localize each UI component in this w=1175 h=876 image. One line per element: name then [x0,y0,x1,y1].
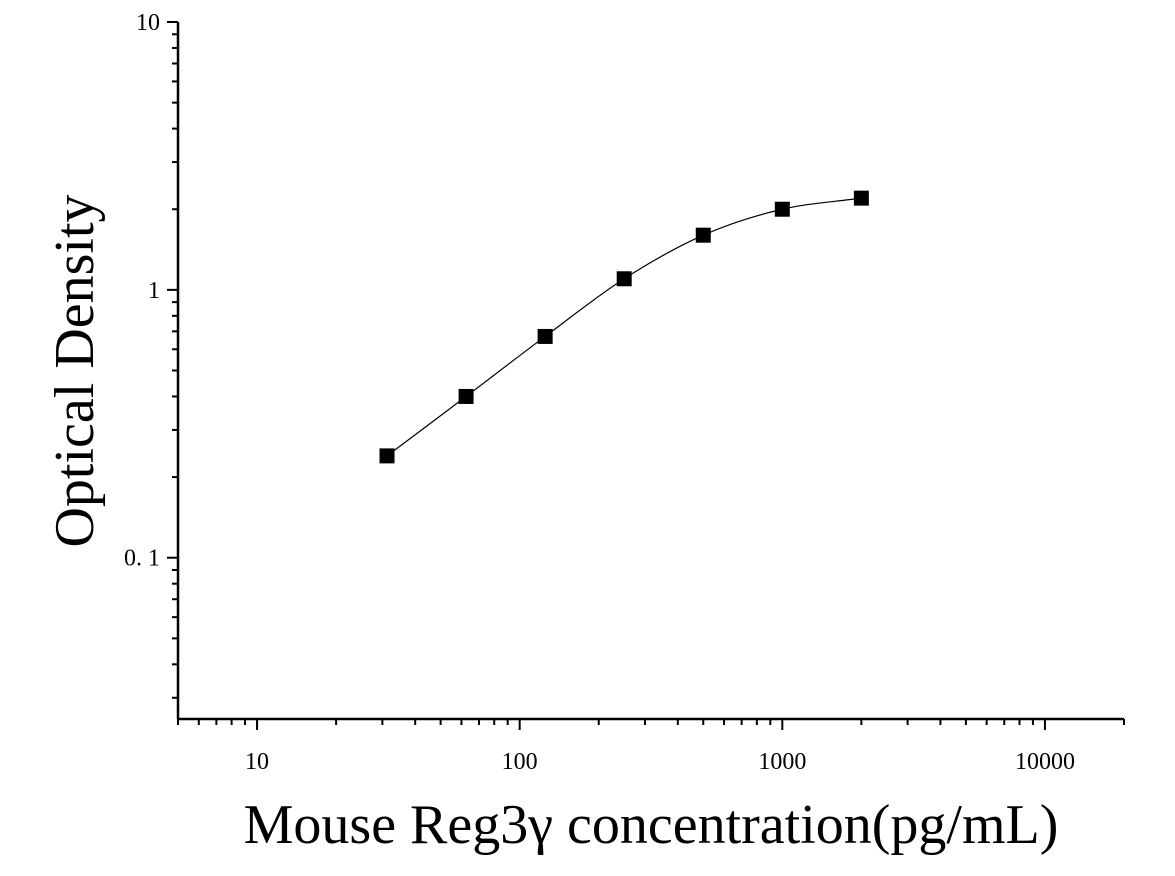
x-tick-labels: 10 100 1000 10000 [245,749,1075,775]
fit-curve [386,197,862,457]
data-point [537,328,553,344]
x-tick-label: 100 [502,749,538,775]
axes: 0. 1 1 10 10 100 1000 10000 [124,10,1125,775]
y-axis-title: Optical Density [44,194,106,547]
x-axis-title: Mouse Reg3γ concentration(pg/mL) [244,794,1059,856]
y-tick-label: 0. 1 [124,546,160,572]
y-ticks [167,21,178,699]
data-point [853,190,869,206]
data-point [616,271,632,287]
data-point [774,201,790,217]
data-point [458,388,474,404]
y-tick-label: 10 [136,10,160,36]
data-point [695,227,711,243]
y-tick-label: 1 [148,278,160,304]
x-tick-label: 10000 [1015,749,1075,775]
y-tick-labels: 0. 1 1 10 [124,10,160,572]
data-points [379,190,869,464]
x-tick-label: 1000 [758,749,806,775]
x-tick-label: 10 [245,749,269,775]
data-point [379,448,395,464]
plot-area [379,190,869,464]
x-ticks [177,719,1125,730]
